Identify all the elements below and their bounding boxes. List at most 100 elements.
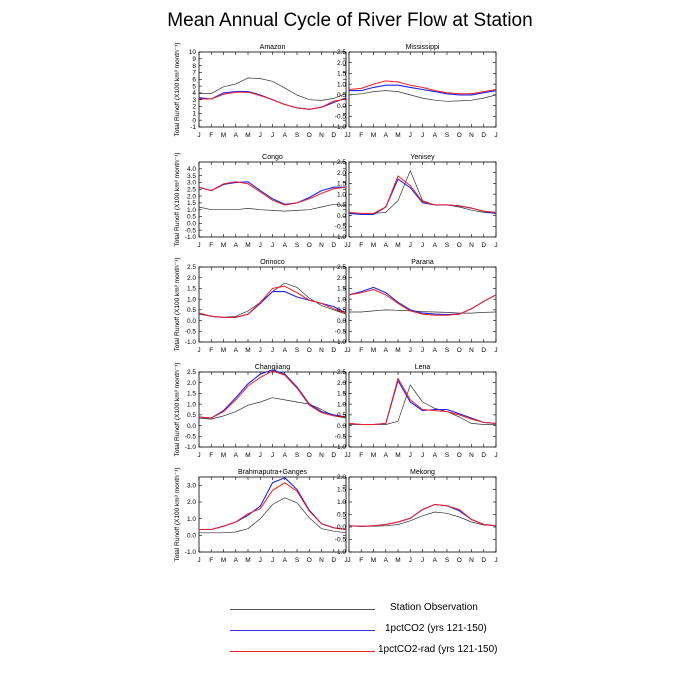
series-line-1pctco2 (198, 90, 347, 110)
legend-label-1pctco2-rad: 1pctCO2-rad (yrs 121-150) (378, 644, 498, 655)
panel-title: Orinoco (260, 259, 285, 266)
legend: Station Observation 1pctCO2 (yrs 121-150… (228, 600, 528, 670)
plot-frame (348, 161, 497, 238)
panel-title: Parana (411, 259, 434, 266)
y-tick-label: 0.5 (187, 307, 196, 314)
x-tick-label: D (331, 557, 336, 564)
x-tick-label: J (259, 557, 262, 564)
x-tick-label: M (371, 132, 376, 139)
x-tick-label: M (245, 452, 250, 459)
y-tick-label: 1.5 (337, 286, 346, 293)
x-tick-label: M (245, 132, 250, 139)
y-tick-label: 2.0 (337, 60, 346, 67)
y-tick-label: 1.0 (187, 516, 196, 523)
x-tick-label: S (295, 557, 300, 564)
x-tick-label: N (469, 557, 474, 564)
x-tick-label: J (197, 347, 200, 354)
x-tick-label: M (395, 132, 400, 139)
y-tick-label: 1.0 (337, 499, 346, 506)
legend-swatch-station (230, 609, 375, 610)
x-tick-label: N (469, 452, 474, 459)
panel-congo: Congo-1.0-0.50.00.51.01.52.02.53.03.54.0… (174, 153, 348, 250)
y-tick-label: 2.0 (337, 474, 346, 481)
x-tick-label: A (433, 242, 438, 249)
y-tick-label: 0.0 (337, 103, 346, 110)
x-tick-label: J (271, 557, 274, 564)
x-tick-label: J (344, 452, 347, 459)
y-tick-label: 0.0 (187, 533, 196, 540)
y-tick-label: 1 (192, 111, 196, 118)
y-tick-label: 1.0 (187, 207, 196, 214)
x-tick-label: O (457, 557, 462, 564)
y-tick-label: 2.5 (187, 186, 196, 193)
y-tick-label: 1.5 (187, 200, 196, 207)
y-tick-label: -1.0 (185, 339, 197, 346)
y-tick-label: -0.5 (185, 433, 197, 440)
panel-mekong: Mekong-1.0-0.50.00.51.01.52.0J F M A M J J A S O N… (335, 469, 498, 564)
x-tick-label: J (347, 132, 350, 139)
figure-title: Mean Annual Cycle of River Flow at Stati… (167, 10, 533, 31)
y-tick-label: -1.0 (335, 339, 347, 346)
y-tick-label: 0.5 (187, 214, 196, 221)
y-tick-label: 2.5 (187, 264, 196, 271)
y-tick-label: 0.0 (187, 423, 196, 430)
series-line-station (349, 170, 497, 214)
y-tick-label: 2.0 (337, 170, 346, 177)
series-line-1pctco2 (348, 503, 497, 527)
x-tick-label: S (295, 242, 300, 249)
y-tick-label: -0.5 (335, 113, 347, 120)
x-tick-label: J (347, 242, 350, 249)
series-line-1pctco2 (198, 181, 346, 205)
panel-title: Yenisey (410, 154, 435, 161)
y-tick-label: 4.0 (187, 166, 196, 173)
x-tick-label: J (344, 347, 347, 354)
x-tick-label: D (481, 452, 486, 459)
x-tick-label: O (457, 347, 462, 354)
x-tick-label: A (384, 452, 389, 459)
y-tick-label: 2.0 (337, 275, 346, 282)
legend-swatch-1pctco2-rad (230, 651, 375, 652)
x-tick-label: D (331, 242, 336, 249)
x-tick-label: J (271, 452, 274, 459)
x-tick-label: A (384, 132, 389, 139)
y-tick-label: 2.0 (337, 380, 346, 387)
panel-title: Mississippi (406, 44, 440, 51)
panel-title: Lena (415, 364, 431, 371)
x-tick-label: D (481, 347, 486, 354)
x-tick-label: M (245, 557, 250, 564)
series-line-station (348, 90, 497, 102)
x-tick-label: J (494, 557, 497, 564)
y-tick-label: 1.0 (187, 401, 196, 408)
x-tick-label: O (307, 132, 312, 139)
series-line-1pctco2-rad (198, 370, 347, 419)
y-tick-label: 2.5 (337, 369, 346, 376)
y-tick-label: 2.5 (337, 159, 346, 166)
x-tick-label: J (421, 557, 424, 564)
y-tick-label: 0 (192, 117, 196, 124)
series-line-1pctco2 (348, 286, 497, 316)
x-tick-label: A (433, 347, 438, 354)
y-tick-label: 4 (192, 90, 196, 97)
series-line-1pctco2-rad (348, 289, 497, 316)
y-tick-label: 1.5 (187, 391, 196, 398)
x-tick-label: N (469, 347, 474, 354)
plot-frame (198, 371, 347, 448)
y-tick-label: 1.5 (187, 286, 196, 293)
series-line-1pctco2 (349, 84, 497, 96)
y-tick-label: -1.0 (185, 234, 197, 241)
y-tick-label: 3.0 (187, 180, 196, 187)
x-tick-label: N (319, 557, 324, 564)
x-tick-label: J (344, 242, 347, 249)
y-tick-label: 2.5 (337, 264, 346, 271)
legend-swatch-1pctco2 (230, 630, 375, 631)
x-tick-label: J (197, 557, 200, 564)
x-tick-label: A (283, 132, 288, 139)
y-tick-label: -0.5 (185, 227, 197, 234)
x-tick-label: M (371, 242, 376, 249)
x-tick-label: J (409, 557, 412, 564)
x-tick-label: D (481, 132, 486, 139)
legend-label-1pctco2: 1pctCO2 (yrs 121-150) (385, 623, 487, 634)
y-tick-label: -1.0 (185, 444, 197, 451)
x-tick-label: J (197, 132, 200, 139)
